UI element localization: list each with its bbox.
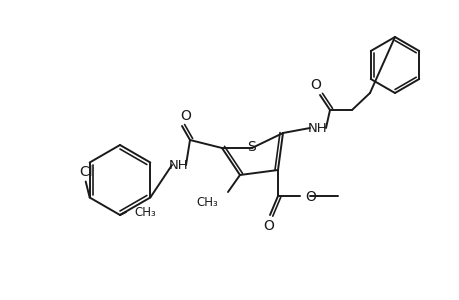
- Text: Cl: Cl: [78, 164, 92, 178]
- Text: O: O: [310, 78, 321, 92]
- Text: CH₃: CH₃: [134, 206, 156, 218]
- Text: NH: NH: [169, 158, 188, 172]
- Text: NH: NH: [308, 122, 327, 134]
- Text: O: O: [180, 109, 191, 123]
- Text: S: S: [247, 140, 256, 154]
- Text: O: O: [263, 219, 274, 233]
- Text: CH₃: CH₃: [196, 196, 218, 208]
- Text: O: O: [304, 190, 315, 204]
